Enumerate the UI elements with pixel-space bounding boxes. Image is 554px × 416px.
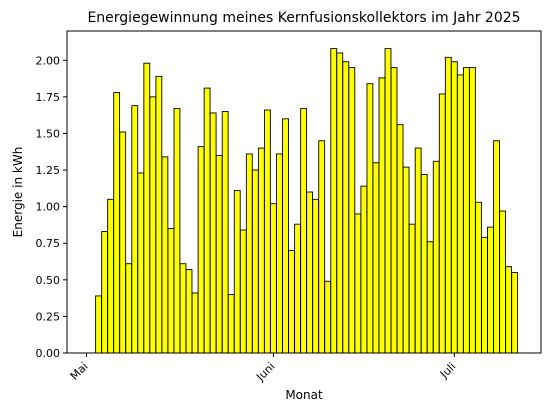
bar xyxy=(282,118,289,354)
bar xyxy=(239,229,247,354)
y-tick-label: 2.00 xyxy=(36,54,61,67)
bar xyxy=(420,173,428,354)
bar xyxy=(318,140,326,354)
bar xyxy=(426,241,434,354)
bar xyxy=(197,146,205,354)
bar xyxy=(324,280,332,354)
bar xyxy=(438,93,446,354)
bar xyxy=(270,203,277,354)
bar xyxy=(408,223,416,354)
y-tick-label: 0.75 xyxy=(36,237,61,250)
bar xyxy=(161,156,169,354)
bar xyxy=(131,105,139,354)
y-tick-label: 0.00 xyxy=(36,347,61,360)
bar xyxy=(475,201,482,354)
bar xyxy=(456,74,464,354)
bar xyxy=(209,112,217,354)
bar xyxy=(149,96,157,354)
chart-title: Energiegewinnung meines Kernfusionskolle… xyxy=(87,10,520,26)
bar xyxy=(444,56,452,354)
bar xyxy=(378,77,386,354)
y-axis-ticks: 0.00 0.25 0.50 0.75 1.00 1.25 1.50 1.75 2.00 xyxy=(36,54,67,360)
bar xyxy=(432,160,440,354)
bar xyxy=(276,153,283,354)
bar xyxy=(366,83,374,354)
bar xyxy=(396,124,404,354)
bar xyxy=(384,48,392,354)
bar xyxy=(402,166,410,354)
bar xyxy=(245,153,253,354)
x-axis-ticks: Mai Juni Juli xyxy=(68,353,458,384)
y-axis-label: Energie in kWh xyxy=(11,147,25,238)
bar xyxy=(505,266,513,354)
bar xyxy=(143,62,151,354)
x-tick-label: Mai xyxy=(68,360,91,383)
bar xyxy=(354,213,362,354)
bar xyxy=(462,67,470,354)
y-tick-label: 1.75 xyxy=(36,91,61,104)
bar xyxy=(233,190,241,354)
bar xyxy=(414,147,422,354)
bar xyxy=(487,226,494,354)
bar xyxy=(107,198,115,354)
bar xyxy=(203,87,211,354)
bar xyxy=(137,172,145,354)
bar xyxy=(227,294,235,354)
bar xyxy=(215,154,223,354)
bar xyxy=(336,52,344,354)
bar xyxy=(125,263,133,354)
bar xyxy=(390,67,398,354)
y-tick-label: 0.50 xyxy=(36,274,61,287)
bar xyxy=(113,92,121,354)
bar xyxy=(306,191,314,354)
bar xyxy=(511,272,519,354)
bar xyxy=(450,61,458,354)
x-axis-label: Monat xyxy=(285,388,323,402)
x-tick-label: Juli xyxy=(437,360,458,381)
bar xyxy=(312,198,320,354)
bar xyxy=(173,108,181,354)
bar xyxy=(300,108,307,354)
bar xyxy=(185,269,193,354)
bar xyxy=(179,263,187,354)
bar xyxy=(493,140,500,354)
bar xyxy=(251,169,259,354)
bar xyxy=(155,75,163,354)
bar xyxy=(257,147,265,354)
bar xyxy=(330,48,338,354)
bar xyxy=(288,250,295,354)
bar xyxy=(360,185,368,354)
bar xyxy=(499,210,506,354)
plot-frame xyxy=(66,30,542,354)
bar xyxy=(221,111,229,354)
bar xyxy=(191,292,199,354)
x-tick-label: Juni xyxy=(253,360,277,384)
bar xyxy=(342,61,350,354)
bar xyxy=(348,67,356,354)
bars-group xyxy=(95,48,519,354)
bar xyxy=(167,228,175,354)
bar xyxy=(469,67,476,354)
bar xyxy=(481,236,488,354)
bar xyxy=(372,162,380,354)
y-tick-label: 1.00 xyxy=(36,201,61,214)
y-tick-label: 0.25 xyxy=(36,310,61,323)
y-tick-label: 1.50 xyxy=(36,127,61,140)
y-tick-label: 1.25 xyxy=(36,164,61,177)
bar xyxy=(101,231,108,354)
bar xyxy=(264,109,271,354)
bar xyxy=(95,295,102,354)
bar xyxy=(119,131,127,354)
bar xyxy=(294,223,301,354)
